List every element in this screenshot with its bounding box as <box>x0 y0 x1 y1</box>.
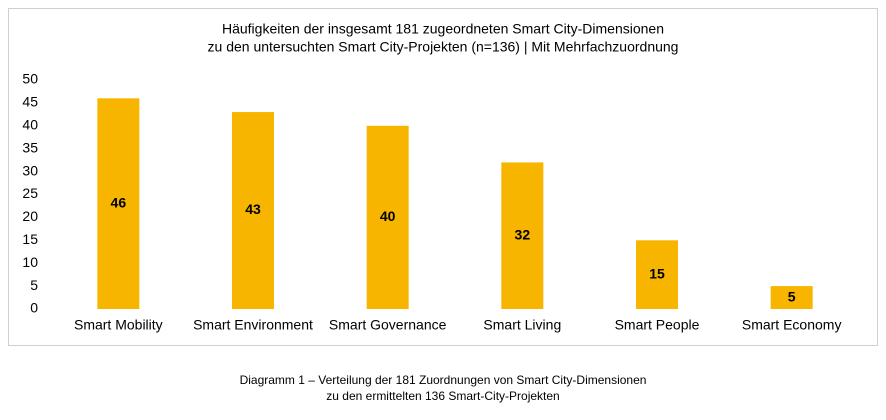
y-tick-label: 0 <box>30 300 38 316</box>
x-tick-label: Smart Living <box>483 317 561 333</box>
y-tick-label: 15 <box>22 231 38 247</box>
y-tick-label: 10 <box>22 254 38 270</box>
bar <box>501 162 544 309</box>
value-label: 40 <box>380 208 396 224</box>
bar <box>232 112 274 309</box>
bar <box>636 240 678 309</box>
chart-border <box>8 8 878 346</box>
value-label: 32 <box>515 226 531 242</box>
bar <box>97 98 140 309</box>
value-label: 43 <box>245 201 261 217</box>
chart-title: zu den untersuchten Smart City-Projekten… <box>208 39 679 55</box>
bar <box>366 125 409 309</box>
y-tick-label: 40 <box>22 117 38 133</box>
caption: Diagramm 1 – Verteilung der 181 Zuordnun… <box>240 373 647 387</box>
chart-title: Häufigkeiten der insgesamt 181 zugeordne… <box>222 21 664 37</box>
bar <box>770 286 813 309</box>
y-tick-label: 25 <box>22 185 38 201</box>
x-tick-label: Smart Governance <box>329 317 447 333</box>
y-tick-label: 20 <box>22 208 38 224</box>
value-label: 46 <box>111 194 127 210</box>
y-tick-label: 35 <box>22 139 38 155</box>
x-tick-label: Smart Economy <box>742 317 842 333</box>
y-tick-label: 50 <box>22 71 38 87</box>
value-label: 15 <box>649 265 665 281</box>
value-label: 5 <box>788 288 796 304</box>
y-tick-label: 5 <box>30 277 38 293</box>
x-tick-label: Smart People <box>615 317 700 333</box>
caption: zu den ermittelten 136 Smart-City-Projek… <box>326 389 559 403</box>
x-tick-label: Smart Environment <box>193 317 313 333</box>
x-tick-label: Smart Mobility <box>74 317 163 333</box>
y-tick-label: 45 <box>22 94 38 110</box>
y-tick-label: 30 <box>22 162 38 178</box>
